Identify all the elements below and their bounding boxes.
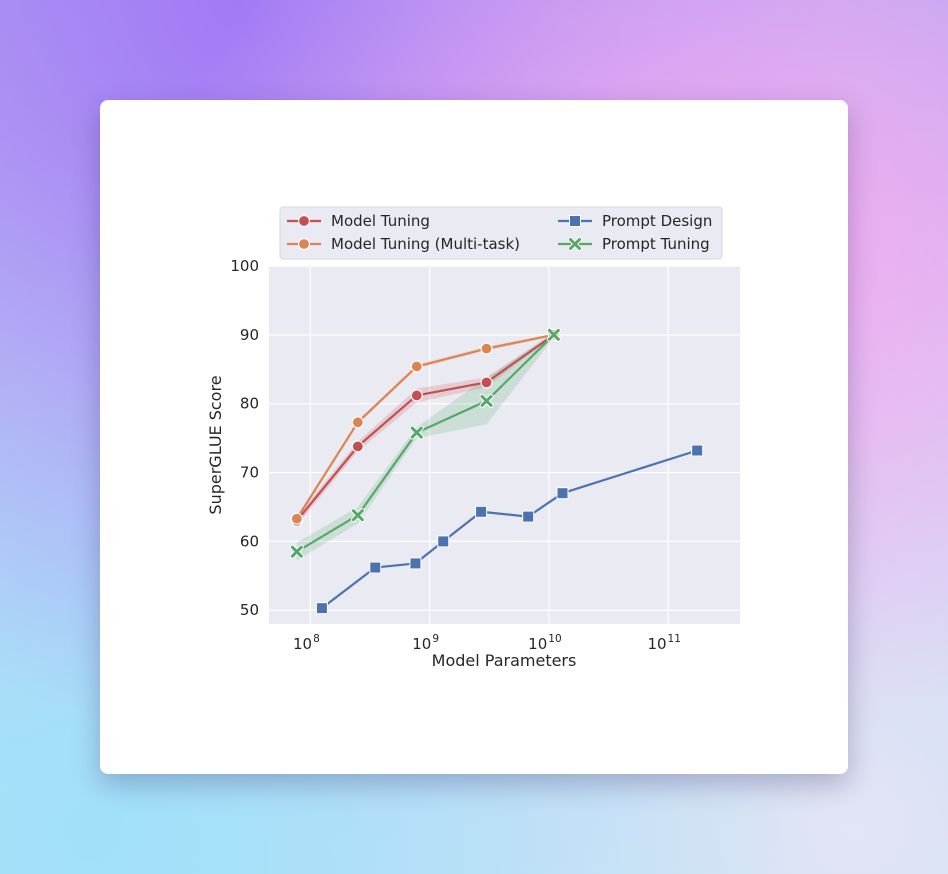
model-tuning-multi-task-point <box>410 360 423 373</box>
legend-label: Model Tuning <box>331 212 430 230</box>
model-tuning-point <box>480 376 493 389</box>
y-tick-label: 90 <box>240 326 259 344</box>
prompt-tuning-confidence-band <box>296 332 554 561</box>
chart-svg: 50 60 70 80 90 100 108 109 1010 1011 Model Parame… <box>206 206 740 670</box>
prompt-design-point <box>409 557 422 570</box>
model-tuning-multi-task-point <box>351 416 364 429</box>
model-tuning-multi-task-point <box>480 342 493 355</box>
prompt-design-point <box>522 510 535 523</box>
legend-item-prompt-design: Prompt Design <box>558 212 712 230</box>
y-tick-label: 80 <box>240 395 259 413</box>
model-tuning-point <box>351 440 364 453</box>
x-axis-title: Model Parameters <box>432 651 577 670</box>
chart-card: 50 60 70 80 90 100 108 109 1010 1011 Model Parame… <box>100 100 848 774</box>
legend-label: Prompt Tuning <box>602 235 710 253</box>
legend-label: Model Tuning (Multi-task) <box>331 235 520 253</box>
x-tick-label: 1010 <box>528 633 561 653</box>
x-tick-label: 109 <box>412 633 439 653</box>
legend-swatch-marker <box>569 215 581 227</box>
legend: Model Tuning Model Tuning (Multi-task) Pro… <box>279 206 723 260</box>
model-tuning-point <box>410 389 423 402</box>
y-tick-label: 70 <box>240 464 259 482</box>
legend-swatch-marker <box>297 237 311 251</box>
y-axis-title: SuperGLUE Score <box>206 375 225 514</box>
model-tuning-multi-task-point <box>290 512 303 525</box>
prompt-tuning-point <box>409 425 424 440</box>
legend-swatch-marker <box>568 237 582 251</box>
legend-item-model-tuning-multi-task: Model Tuning (Multi-task) <box>287 235 520 253</box>
legend-item-prompt-tuning: Prompt Tuning <box>558 235 710 253</box>
prompt-tuning-point <box>479 393 494 408</box>
watermark: @稀土掘金技术社区 <box>700 747 840 765</box>
x-tick-label: 108 <box>293 633 320 653</box>
prompt-design-point <box>556 487 569 500</box>
legend-box <box>279 206 723 260</box>
prompt-tuning-point <box>289 544 304 559</box>
y-tick-label: 50 <box>240 601 259 619</box>
legend-label: Prompt Design <box>602 212 712 230</box>
plot-area <box>269 266 740 624</box>
legend-item-model-tuning: Model Tuning <box>287 212 430 230</box>
prompt-design-point <box>475 505 488 518</box>
y-tick-label: 60 <box>240 532 259 550</box>
prompt-tuning-point <box>350 508 365 523</box>
prompt-design-point <box>691 444 704 457</box>
x-tick-label: 1011 <box>647 633 680 653</box>
prompt-design-point <box>369 561 382 574</box>
prompt-design-point <box>437 535 450 548</box>
legend-swatch-marker <box>297 214 311 228</box>
prompt-tuning-point <box>546 327 561 342</box>
y-tick-label: 100 <box>230 257 259 275</box>
prompt-design-point <box>315 602 328 615</box>
